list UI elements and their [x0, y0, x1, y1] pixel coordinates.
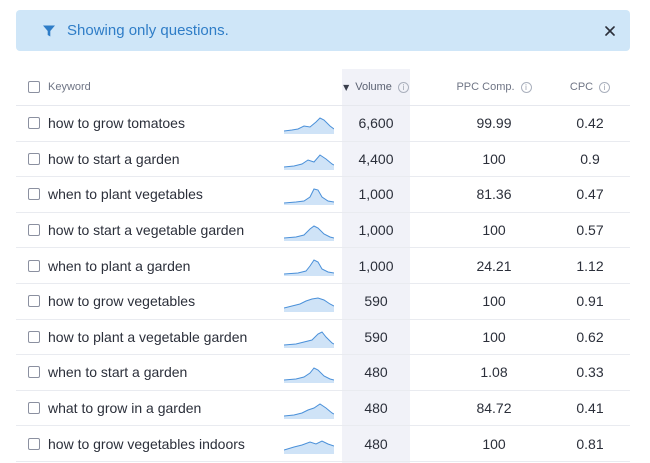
keyword-column-header[interactable]: Keyword	[48, 81, 91, 93]
volume-cell: 480	[364, 435, 388, 452]
table-row[interactable]: how to start a vegetable garden 1,000 100 0…	[16, 213, 630, 249]
trend-sparkline	[284, 367, 334, 384]
trend-sparkline	[284, 330, 334, 348]
filter-banner: Showing only questions.	[16, 10, 630, 51]
row-checkbox[interactable]	[28, 366, 40, 379]
keyword-cell[interactable]: how to plant a vegetable garden	[48, 328, 248, 345]
cpc-cell: 0.91	[576, 293, 604, 310]
table-row[interactable]: how to start a garden 4,400 100 0.9	[16, 142, 630, 178]
volume-cell: 1,000	[358, 222, 394, 239]
cpc-cell: 0.9	[580, 150, 600, 167]
table-header: Keyword ▼ Volume i PPC Comp. i CPC i	[16, 69, 630, 106]
ppc-cell: 81.36	[476, 186, 512, 203]
keyword-cell[interactable]: when to start a garden	[48, 364, 188, 381]
row-checkbox[interactable]	[28, 152, 40, 165]
keyword-cell[interactable]: how to start a garden	[48, 150, 180, 167]
volume-column-header[interactable]: ▼ Volume i	[342, 81, 410, 93]
trend-sparkline	[284, 117, 334, 134]
cpc-cell: 0.62	[576, 328, 604, 345]
volume-cell: 4,400	[358, 150, 394, 167]
cpc-column-header[interactable]: CPC i	[556, 81, 624, 93]
trend-sparkline	[284, 188, 334, 206]
row-checkbox[interactable]	[28, 402, 40, 415]
table-row[interactable]: how to grow vegetables indoors 480 100 0.81	[16, 426, 630, 462]
volume-cell: 1,000	[358, 186, 394, 203]
cpc-cell: 0.41	[576, 400, 604, 417]
keyword-cell[interactable]: how to grow vegetables indoors	[48, 435, 245, 452]
keyword-cell[interactable]: when to plant a garden	[48, 257, 191, 274]
keyword-cell[interactable]: how to grow tomatoes	[48, 115, 185, 132]
table-row[interactable]: when to start a garden 480 1.08 0.33	[16, 355, 630, 391]
info-icon[interactable]: i	[520, 81, 532, 93]
volume-cell: 480	[364, 400, 388, 417]
ppc-cell: 99.99	[476, 115, 512, 132]
ppc-cell: 100	[482, 222, 506, 239]
row-checkbox[interactable]	[28, 330, 40, 343]
ppc-column-header[interactable]: PPC Comp. i	[436, 81, 552, 93]
volume-cell: 590	[364, 328, 388, 345]
volume-header-label: Volume	[355, 81, 392, 93]
table-row[interactable]: when to plant vegetables 1,000 81.36 0.47	[16, 177, 630, 213]
table-row[interactable]: when to plant a garden 1,000 24.21 1.12	[16, 248, 630, 284]
ppc-cell: 84.72	[476, 400, 512, 417]
table-row[interactable]: how to grow vegetables 590 100 0.91	[16, 284, 630, 320]
cpc-cell: 0.42	[576, 115, 604, 132]
ppc-header-label: PPC Comp.	[456, 81, 515, 93]
table-row[interactable]: how to grow tomatoes 6,600 99.99 0.42	[16, 106, 630, 142]
trend-sparkline	[284, 153, 334, 170]
sort-descending-icon: ▼	[343, 82, 350, 92]
ppc-cell: 100	[482, 435, 506, 452]
cpc-cell: 1.12	[576, 257, 604, 274]
trend-sparkline	[284, 225, 334, 241]
cpc-header-label: CPC	[569, 81, 594, 93]
row-checkbox[interactable]	[28, 224, 40, 237]
ppc-cell: 100	[482, 328, 506, 345]
ppc-cell: 24.21	[476, 257, 512, 274]
row-checkbox[interactable]	[28, 437, 40, 450]
close-icon	[605, 25, 615, 36]
keyword-cell[interactable]: what to grow in a garden	[48, 400, 202, 417]
volume-cell: 480	[364, 364, 388, 381]
keyword-cell[interactable]: how to start a vegetable garden	[48, 222, 245, 239]
filter-banner-text: Showing only questions.	[67, 22, 229, 39]
keyword-cell[interactable]: how to grow vegetables	[48, 293, 196, 310]
keyword-cell[interactable]: when to plant vegetables	[48, 186, 203, 203]
filter-icon	[42, 24, 56, 38]
row-checkbox[interactable]	[28, 295, 40, 308]
row-checkbox[interactable]	[28, 259, 40, 272]
volume-cell: 6,600	[358, 115, 394, 132]
volume-cell: 1,000	[358, 257, 394, 274]
table-row[interactable]: how to plant a vegetable garden 590 100 0.6…	[16, 320, 630, 356]
trend-sparkline	[284, 297, 334, 312]
cpc-cell: 0.47	[576, 186, 604, 203]
cpc-cell: 0.81	[576, 435, 604, 452]
cpc-cell: 0.57	[576, 222, 604, 239]
trend-sparkline	[284, 403, 334, 419]
cpc-cell: 0.33	[576, 364, 604, 381]
table-row[interactable]: what to grow in a garden 480 84.72 0.41	[16, 391, 630, 427]
volume-column-highlight	[342, 69, 410, 463]
trend-sparkline	[284, 259, 334, 277]
volume-cell: 590	[364, 293, 388, 310]
row-checkbox[interactable]	[28, 188, 40, 201]
info-icon[interactable]: i	[397, 81, 409, 93]
ppc-cell: 1.08	[480, 364, 508, 381]
ppc-cell: 100	[482, 293, 506, 310]
info-icon[interactable]: i	[599, 81, 611, 93]
close-banner-button[interactable]	[602, 23, 618, 39]
ppc-cell: 100	[482, 150, 506, 167]
keyword-table: Keyword ▼ Volume i PPC Comp. i CPC i how…	[16, 69, 630, 463]
select-all-checkbox[interactable]	[28, 81, 40, 93]
row-checkbox[interactable]	[28, 117, 40, 130]
trend-sparkline	[284, 440, 334, 455]
